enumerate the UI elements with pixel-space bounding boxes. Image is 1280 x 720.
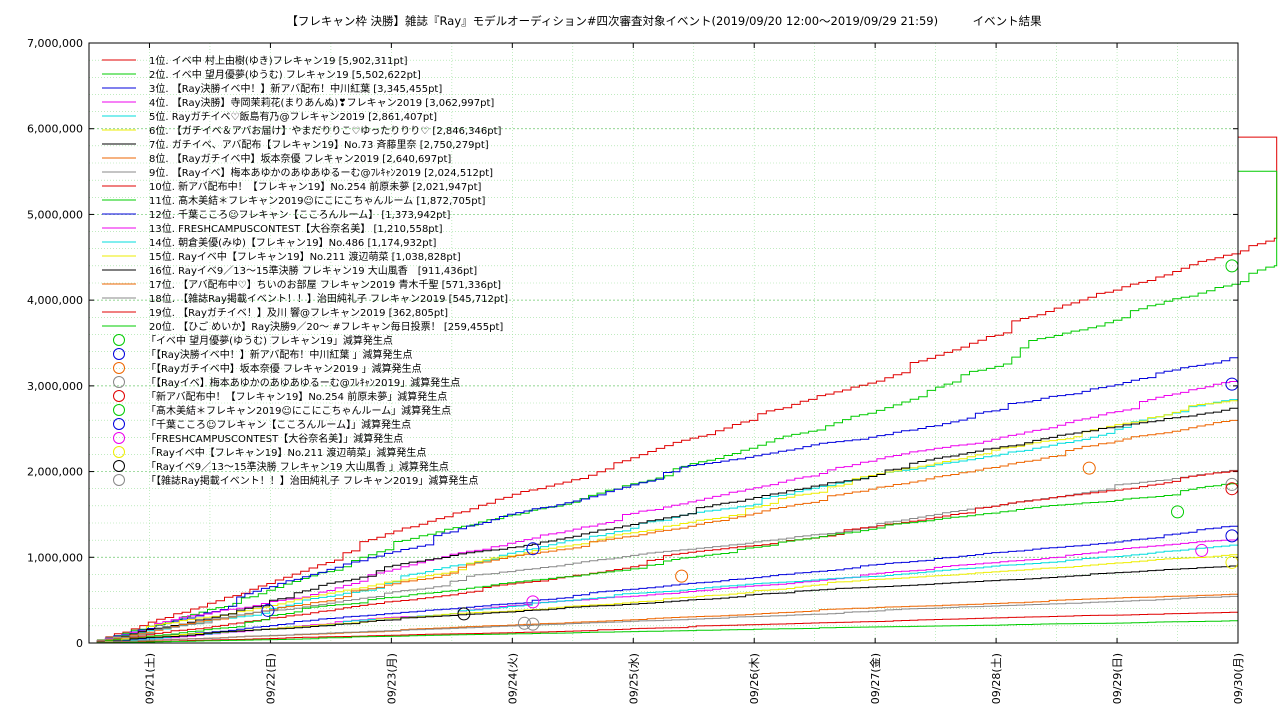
marker-point: [675, 569, 689, 583]
marker-point: [261, 603, 275, 617]
legend-label: 「イベ中 望月優夢(ゆうむ) フレキャン19」減算発生点: [146, 334, 393, 347]
series-line-1: [89, 136, 1278, 644]
legend-marker: [113, 362, 125, 374]
legend-label: 8位. 【Rayガチイベ中】坂本奈優 フレキャン2019 [2,640,697p…: [149, 152, 451, 165]
legend-marker: [113, 418, 125, 430]
series-line-6: [89, 399, 1239, 644]
legend-label: 「Rayイベ9／13〜15準決勝 フレキャン19 大山風香 」減算発生点: [146, 460, 449, 473]
legend-label: 「千葉こころ☺フレキャン【こころんルーム】」減算発生点: [146, 418, 411, 431]
legend-label: 15位. Rayイベ中【フレキャン19】No.211 渡辺萌菜 [1,038,8…: [149, 250, 461, 263]
legend-label: 「髙木美結＊フレキャン2019☺にこにこちゃんルーム」減算発生点: [146, 404, 451, 417]
marker-point: [1225, 555, 1239, 569]
legend-label: 1位. イベ中 村上由樹(ゆき)フレキャン19 [5,902,311pt]: [149, 54, 408, 67]
series-line-7: [89, 407, 1239, 644]
x-tick-label: 09/28(土): [990, 653, 1003, 704]
legend-label: 4位. 【Ray決勝】寺岡茉莉花(まりあんぬ)❣フレキャン2019 [3,062…: [149, 96, 494, 109]
chart-title: 【フレキャン枠 決勝】雑誌『Ray』モデルオーディション#四次審査対象イベント(…: [286, 14, 1042, 28]
series-line-4: [89, 380, 1239, 644]
y-tick-label: 7,000,000: [27, 37, 83, 50]
marker-point: [1195, 543, 1209, 557]
y-tick-label: 3,000,000: [27, 380, 83, 393]
series-line-8: [89, 416, 1239, 644]
series-line-10: [89, 469, 1239, 644]
y-tick-label: 2,000,000: [27, 466, 83, 479]
legend-label: 13位. FRESHCAMPUSCONTEST【大谷奈名美】 [1,210,55…: [149, 222, 443, 235]
legend-label: 16位. Rayイベ9／13〜15準決勝 フレキャン19 大山風香 [911,4…: [149, 264, 477, 277]
legend-label: 10位. 新アバ配布中！【フレキャン19】No.254 前原未夢 [2,021,…: [149, 180, 482, 193]
legend-label: 5位. Rayガチイベ♡飯島有乃@フレキャン2019 [2,861,407pt]: [149, 110, 437, 123]
x-axis: 09/21(土) 09/22(日) 09/23(月) 09/24(火) 09/25(水)…: [143, 43, 1245, 704]
marker-point: [1225, 377, 1239, 391]
legend-marker: [113, 348, 125, 360]
legend-label: 「FRESHCAMPUSCONTEST【大谷奈名美】」減算発生点: [146, 432, 403, 445]
legend-label: 7位. ガチイベ、アバ配布【フレキャン19】No.73 斉藤里奈 [2,750,…: [149, 138, 489, 151]
legend-label: 19位. 【Rayガチイベ！】及川 響@フレキャン2019 [362,805pt…: [149, 306, 448, 319]
x-tick-label: 09/30(月): [1232, 653, 1245, 704]
x-tick-label: 09/25(水): [627, 653, 640, 704]
series-line-16: [89, 564, 1239, 644]
legend-label: 2位. イベ中 望月優夢(ゆうむ) フレキャン19 [5,502,622pt]: [149, 68, 421, 81]
legend-marker: [113, 334, 125, 346]
x-tick-label: 09/24(火): [506, 653, 519, 704]
series-layer: [89, 136, 1278, 644]
x-tick-label: 09/27(金): [868, 653, 882, 704]
legend-label: 「【雑誌Ray掲載イベント！！】治田純礼子 フレキャン2019」減算発生点: [146, 474, 478, 487]
plot-frame: [88, 42, 1239, 644]
x-tick-label: 09/22(日): [264, 653, 277, 704]
legend-marker: [113, 404, 125, 416]
legend: 1位. イベ中 村上由樹(ゆき)フレキャン19 [5,902,311pt]2位.…: [102, 54, 508, 487]
series-line-19: [89, 611, 1239, 644]
legend-label: 6位. 【ガチイベ＆アバお届け】やまだりりこ♡ゆったりりり♡ [2,846,34…: [149, 124, 501, 137]
legend-marker: [113, 390, 125, 402]
legend-label: 3位. 【Ray決勝イベ中！】新アバ配布！中川紅葉 [3,345,455pt]: [149, 82, 442, 95]
legend-marker: [113, 446, 125, 458]
series-line-18: [89, 595, 1239, 644]
marker-point: [1171, 505, 1185, 519]
series-line-3: [89, 356, 1239, 644]
legend-label: 「新アバ配布中！【フレキャン19】No.254 前原未夢」減算発生点: [146, 390, 447, 403]
legend-label: 14位. 朝倉美優(みゆ)【フレキャン19】No.486 [1,174,932p…: [149, 236, 437, 249]
marker-point: [1082, 461, 1096, 475]
legend-label: 「【Rayガチイベ中】坂本奈優 フレキャン2019 」減算発生点: [146, 362, 422, 375]
series-line-11: [89, 482, 1239, 644]
legend-label: 11位. 髙木美結＊フレキャン2019☺にこにこちゃんルーム [1,872,70…: [149, 194, 485, 207]
marker-point: [517, 616, 531, 630]
y-tick-label: 5,000,000: [27, 208, 83, 221]
x-tick-label: 09/26(木): [748, 653, 761, 704]
marker-point: [526, 617, 540, 631]
series-line-12: [89, 525, 1239, 644]
legend-label: 20位. 【ひご めいか】Ray決勝9／20〜 #フレキャン毎日投票！ [259…: [149, 320, 503, 333]
legend-marker: [113, 376, 125, 388]
marker-point: [1225, 259, 1239, 273]
legend-label: 17位. 【アバ配布中♡】ちいのお部屋 フレキャン2019 青木千聖 [571,…: [149, 278, 501, 291]
marker-point: [526, 542, 540, 556]
x-tick-label: 09/29(日): [1111, 653, 1124, 704]
legend-marker: [113, 460, 125, 472]
marker-point: [526, 595, 540, 609]
y-axis: 0 1,000,000 2,000,000 3,000,000 4,000,000 5,0…: [27, 37, 1238, 650]
legend-marker: [113, 432, 125, 444]
y-tick-label: 4,000,000: [27, 294, 83, 307]
legend-label: 12位. 千葉こころ☺フレキャン【こころんルーム】 [1,373,942pt]: [149, 208, 450, 221]
legend-label: 「【Rayイベ】梅本あゆかのあゆあゆるーむ@ﾌﾚｷｬﾝ2019」減算発生点: [146, 376, 460, 389]
y-tick-label: 1,000,000: [27, 551, 83, 564]
x-tick-label: 09/21(土): [143, 653, 156, 704]
marker-point: [457, 607, 471, 621]
x-tick-label: 09/23(月): [385, 653, 398, 704]
legend-marker: [113, 474, 125, 486]
series-line-20: [89, 620, 1238, 644]
y-tick-label: 0: [76, 637, 83, 650]
legend-label: 9位. 【Rayイベ】梅本あゆかのあゆあゆるーむ@ﾌﾚｷｬﾝ2019 [2,02…: [149, 166, 493, 179]
legend-label: 「Rayイベ中【フレキャン19】No.211 渡辺萌菜」減算発生点: [146, 446, 426, 459]
y-tick-label: 6,000,000: [27, 123, 83, 136]
series-line-15: [89, 554, 1239, 644]
legend-label: 「【Ray決勝イベ中！】新アバ配布！中川紅葉 」減算発生点: [146, 348, 413, 361]
legend-label: 18位. 【雑誌Ray掲載イベント！！】治田純礼子 フレキャン2019 [545…: [149, 292, 508, 305]
